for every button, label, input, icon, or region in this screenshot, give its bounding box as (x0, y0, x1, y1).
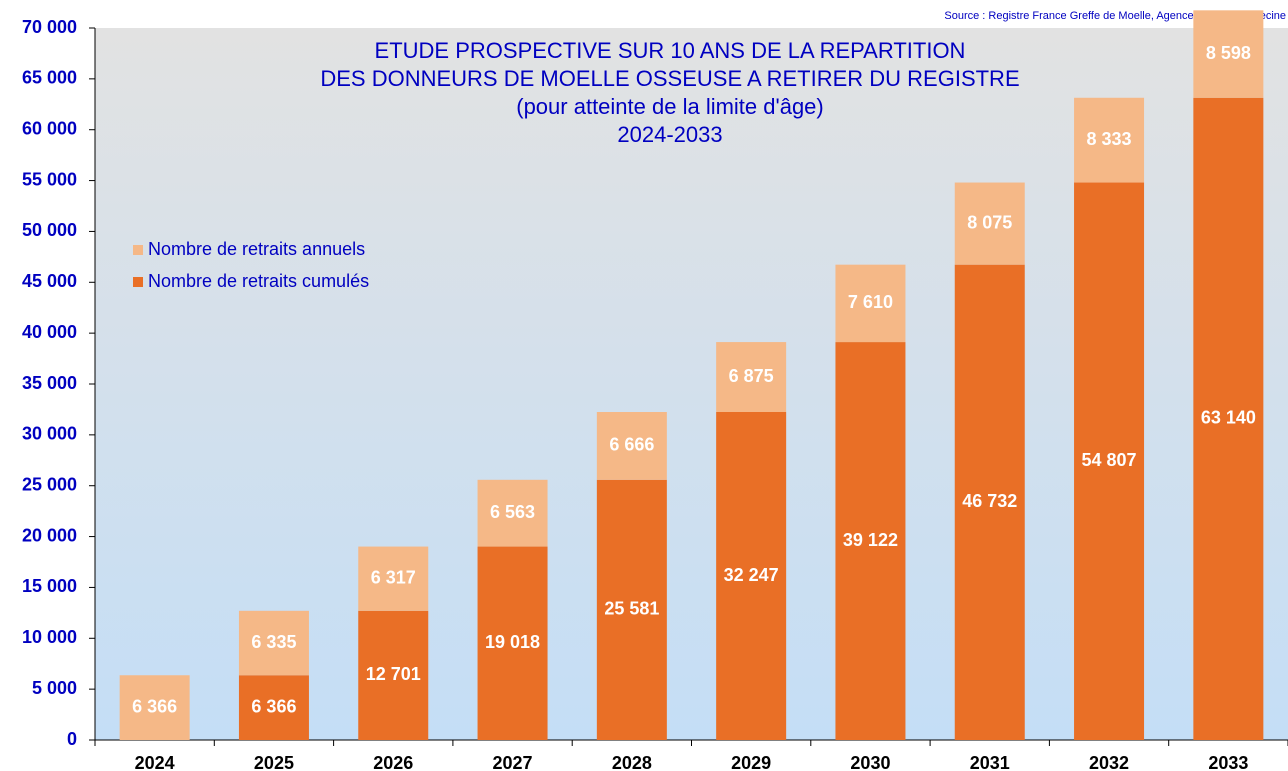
bar-segment (477, 479, 548, 547)
bar-segment (358, 610, 429, 740)
y-tick-label: 15 000 (22, 576, 77, 596)
x-tick-label: 2026 (373, 753, 413, 771)
value-label: 8 075 (967, 212, 1012, 232)
x-tick-label: 2031 (970, 753, 1010, 771)
value-label: 25 581 (604, 599, 659, 619)
value-label: 6 666 (609, 435, 654, 455)
y-tick-label: 60 000 (22, 118, 77, 138)
bar-segment (238, 675, 309, 740)
x-tick-label: 2024 (135, 753, 175, 771)
bar-segment (1074, 182, 1145, 740)
x-tick-label: 2033 (1208, 753, 1248, 771)
bar-segment (119, 675, 190, 740)
y-tick-label: 0 (67, 729, 77, 749)
value-label: 6 563 (490, 502, 535, 522)
bar-segment (477, 546, 548, 740)
x-tick-label: 2025 (254, 753, 294, 771)
value-label: 6 335 (251, 632, 296, 652)
bar-segment (835, 342, 906, 740)
y-tick-label: 50 000 (22, 220, 77, 240)
bar-segment (596, 479, 667, 740)
y-tick-label: 55 000 (22, 169, 77, 189)
y-tick-label: 65 000 (22, 68, 77, 88)
value-label: 19 018 (485, 632, 540, 652)
value-label: 7 610 (848, 292, 893, 312)
bar-segment (716, 412, 787, 740)
value-label: 46 732 (962, 491, 1017, 511)
x-tick-label: 2028 (612, 753, 652, 771)
bar-segment (954, 182, 1025, 265)
y-tick-label: 5 000 (32, 678, 77, 698)
x-tick-label: 2030 (850, 753, 890, 771)
chart-title: ETUDE PROSPECTIVE SUR 10 ANS DE LA REPAR… (375, 38, 966, 63)
value-label: 6 366 (251, 696, 296, 716)
value-label: 32 247 (724, 565, 779, 585)
value-label: 6 875 (729, 366, 774, 386)
bar-segment (358, 546, 429, 611)
bar-segment (835, 264, 906, 343)
y-tick-label: 45 000 (22, 271, 77, 291)
bar-segment (238, 610, 309, 676)
bar-segment (1074, 97, 1145, 183)
y-tick-label: 10 000 (22, 627, 77, 647)
legend-swatch (133, 277, 143, 287)
value-label: 8 598 (1206, 43, 1251, 63)
value-label: 12 701 (366, 664, 421, 684)
bar-segment (716, 342, 787, 413)
chart-title: 2024-2033 (617, 122, 722, 147)
bar-segment (596, 412, 667, 480)
legend-swatch (133, 245, 143, 255)
value-label: 8 333 (1087, 129, 1132, 149)
x-tick-label: 2029 (731, 753, 771, 771)
value-label: 54 807 (1082, 450, 1137, 470)
chart-title: DES DONNEURS DE MOELLE OSSEUSE A RETIRER… (320, 66, 1019, 91)
legend-label: Nombre de retraits annuels (148, 239, 365, 259)
chart-title: (pour atteinte de la limite d'âge) (516, 94, 823, 119)
y-tick-label: 40 000 (22, 322, 77, 342)
bar-segment (1193, 97, 1264, 740)
value-label: 6 317 (371, 567, 416, 587)
y-tick-label: 25 000 (22, 474, 77, 494)
y-tick-label: 35 000 (22, 373, 77, 393)
legend-label: Nombre de retraits cumulés (148, 271, 369, 291)
value-label: 6 366 (132, 696, 177, 716)
y-tick-label: 70 000 (22, 17, 77, 37)
y-tick-label: 30 000 (22, 424, 77, 444)
value-label: 63 140 (1201, 408, 1256, 428)
y-tick-label: 20 000 (22, 525, 77, 545)
x-tick-label: 2027 (493, 753, 533, 771)
bar-segment (1193, 10, 1264, 98)
value-label: 39 122 (843, 530, 898, 550)
bar-segment (954, 264, 1025, 740)
x-tick-label: 2032 (1089, 753, 1129, 771)
